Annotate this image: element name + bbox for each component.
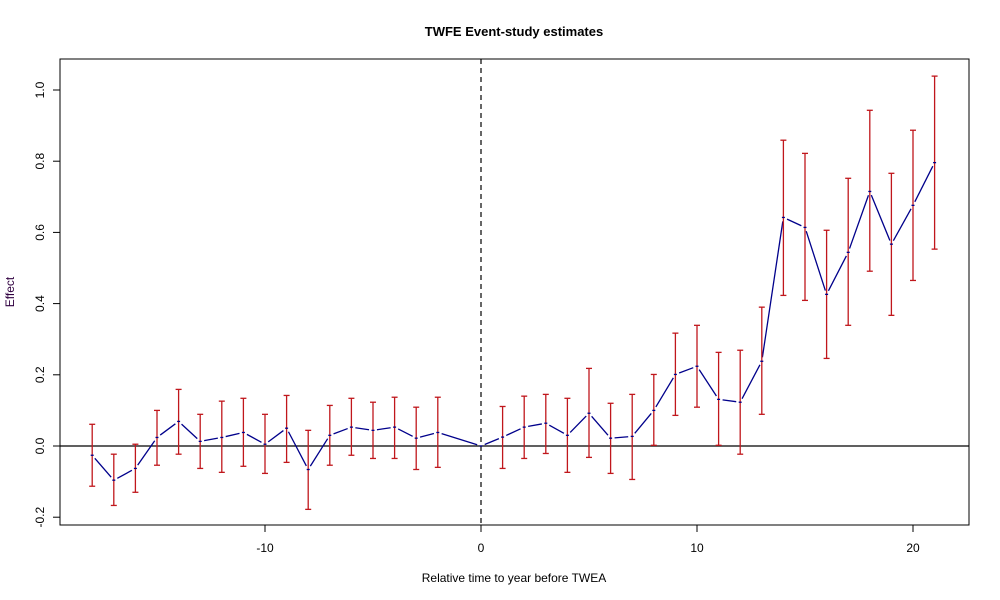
y-tick-label: 1.0: [33, 81, 47, 98]
estimate-line-segment: [528, 423, 542, 428]
x-tick-label: -10: [256, 541, 274, 555]
estimate-line-segment: [892, 208, 912, 241]
estimate-line-segment: [204, 437, 218, 442]
estimate-line-segment: [655, 377, 674, 408]
y-tick-label: -0.2: [33, 507, 47, 528]
y-tick-label: 0.4: [33, 295, 47, 312]
estimate-line-segment: [225, 432, 240, 438]
y-tick-label: 0.2: [33, 366, 47, 383]
estimate-line-segment: [117, 469, 133, 479]
x-tick-label: 20: [906, 541, 920, 555]
y-axis-label: Effect: [3, 276, 17, 307]
estimate-line-segment: [805, 231, 826, 291]
estimate-line-segment: [159, 423, 176, 436]
estimate-line-segment: [287, 431, 307, 467]
estimate-line-segment: [569, 415, 587, 433]
estimate-line-segment: [333, 427, 348, 435]
estimate-line-segment: [94, 457, 112, 478]
estimate-line-segment: [484, 438, 500, 446]
estimate-line-segment: [698, 369, 717, 397]
estimate-line-segment: [722, 399, 737, 403]
y-tick-label: 0.6: [33, 224, 47, 241]
estimate-line-segment: [355, 427, 370, 431]
estimate-line-segment: [441, 433, 478, 446]
estimate-line-segment: [137, 440, 156, 466]
estimate-line-segment: [267, 430, 284, 443]
estimate-line-segment: [678, 367, 694, 374]
estimate-line-segment: [914, 165, 934, 203]
y-tick-label: 0.8: [33, 153, 47, 170]
y-tick-label: 0.0: [33, 437, 47, 454]
plot-frame: [59, 58, 970, 526]
estimate-line-segment: [246, 433, 262, 443]
x-tick-label: 10: [690, 541, 704, 555]
estimate-line-segment: [419, 432, 435, 438]
estimate-line-segment: [591, 415, 609, 436]
estimate-line-segment: [741, 364, 761, 399]
estimate-line-segment: [505, 428, 521, 437]
estimate-line-segment: [376, 427, 391, 431]
estimate-line-segment: [181, 423, 198, 440]
estimate-line-segment: [614, 436, 629, 439]
estimate-line-segment: [548, 424, 565, 434]
estimate-line-segment: [848, 195, 870, 249]
estimate-line-segment: [397, 428, 413, 437]
estimate-line-segment: [309, 438, 329, 467]
estimate-line-segment: [827, 255, 847, 292]
estimate-line-segment: [786, 218, 802, 227]
estimate-line-segment: [761, 221, 784, 358]
x-axis-label: Relative time to year before TWEA: [422, 571, 607, 585]
estimate-line-segment: [634, 413, 652, 434]
x-tick-label: 0: [478, 541, 485, 555]
estimate-line-segment: [870, 194, 891, 241]
chart-title: TWFE Event-study estimates: [425, 24, 603, 39]
